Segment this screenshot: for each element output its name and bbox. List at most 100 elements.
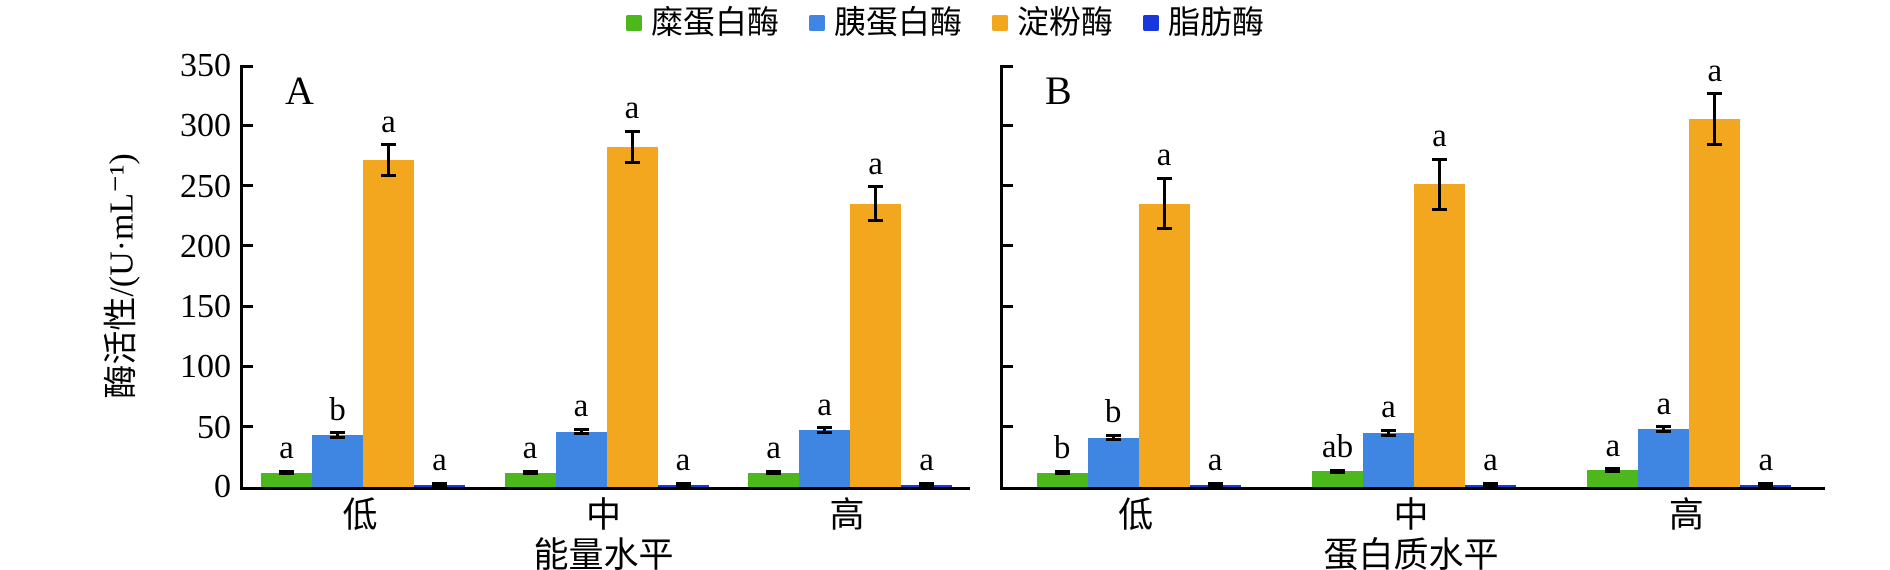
error-bar-cap	[1330, 471, 1345, 475]
sig-letter: a	[817, 386, 832, 423]
error-bar-cap	[624, 129, 640, 133]
error-bar-cap	[431, 481, 447, 485]
category-label-高: 高	[1668, 496, 1704, 535]
error-bar-cap	[1432, 208, 1447, 212]
error-bar-cap	[278, 472, 294, 476]
error-bar-cap	[1605, 469, 1621, 473]
error-bar-cap	[817, 426, 833, 430]
bar-淀粉酶-中	[606, 147, 658, 487]
sig-letter: a	[1156, 137, 1172, 174]
sig-letter: b	[1053, 430, 1071, 467]
error-bar-cap	[1656, 430, 1672, 434]
error-bar-cap	[868, 185, 884, 189]
y-tick	[243, 65, 253, 68]
y-axis-title: 酶活性/(U·mL⁻¹)	[103, 153, 141, 399]
bar-胰蛋白酶-低	[1087, 437, 1139, 487]
error-bar	[386, 144, 390, 176]
y-tick	[243, 364, 253, 368]
legend-swatch-icon	[625, 14, 642, 31]
error-bar	[1662, 426, 1666, 432]
error-bar-cap	[573, 427, 589, 431]
plot-area-A: A 50 100 150 200 250 300 350 0 a b a a a a a a a a a a	[180, 49, 970, 504]
y-tick	[1003, 304, 1013, 308]
legend-label: 糜蛋白酶	[650, 4, 779, 40]
bar-淀粉酶-低	[362, 160, 414, 487]
y-tick	[1003, 123, 1013, 127]
error-bar	[335, 432, 339, 438]
chart-legend: 糜蛋白酶 胰蛋白酶 淀粉酶 脂肪酶	[0, 4, 1890, 40]
error-bar-cap	[624, 161, 640, 165]
sig-letter: a	[1707, 52, 1723, 89]
sig-letter: a	[868, 145, 883, 182]
error-bar-cap	[817, 431, 833, 435]
error-bar	[874, 186, 878, 221]
bar-胰蛋白酶-低	[311, 435, 363, 487]
category-label-低: 低	[1118, 496, 1154, 535]
error-bar-cap	[1758, 481, 1774, 485]
legend-swatch-icon	[1143, 14, 1160, 31]
sig-letter: b	[329, 391, 346, 428]
error-bar-cap	[1054, 469, 1070, 473]
sig-letter: a	[919, 442, 934, 479]
error-bar-cap	[919, 481, 935, 485]
legend-label: 胰蛋白酶	[833, 4, 962, 40]
sig-letter: a	[766, 430, 781, 467]
sig-letter: a	[1758, 442, 1774, 479]
sig-letter: a	[381, 103, 396, 140]
bar-胰蛋白酶-高	[1638, 429, 1690, 487]
error-bar-cap	[573, 432, 589, 436]
error-bar-cap	[1330, 468, 1345, 472]
sig-letter: a	[522, 430, 538, 467]
error-bar-cap	[522, 472, 538, 476]
sig-letter: ab	[1321, 429, 1354, 466]
bar-胰蛋白酶-中	[1363, 432, 1414, 487]
sig-letter: a	[1483, 442, 1498, 479]
bar-淀粉酶-低	[1138, 203, 1190, 487]
error-bar	[1438, 159, 1441, 210]
error-bar-cap	[675, 484, 691, 488]
panel-B: B b b a a ab a a a a a a a 蛋白质水平 低中高	[1000, 54, 1825, 570]
error-bar	[1111, 435, 1115, 440]
y-tick	[243, 425, 253, 429]
y-tick	[1003, 244, 1013, 248]
legend-item: 胰蛋白酶	[808, 4, 962, 40]
error-bar-cap	[1707, 92, 1723, 96]
y-tick	[243, 304, 253, 308]
legend-label: 淀粉酶	[1017, 4, 1114, 40]
y-tick	[243, 244, 253, 248]
error-bar-cap	[380, 143, 396, 147]
sig-letter: a	[573, 388, 589, 425]
error-bar	[579, 429, 583, 434]
bar-group-中: ab a a a	[1312, 65, 1516, 488]
bar-糜蛋白酶-低	[1036, 472, 1088, 487]
error-bar-cap	[1381, 428, 1396, 432]
bar-淀粉酶-中	[1414, 184, 1465, 487]
sig-letter: a	[1381, 389, 1396, 426]
category-label-低: 低	[342, 496, 378, 535]
category-label-中: 中	[585, 496, 621, 535]
error-bar-cap	[1054, 472, 1070, 476]
sig-letter: a	[1605, 427, 1621, 464]
legend-item: 脂肪酶	[1143, 4, 1264, 40]
sig-letter: a	[1432, 118, 1447, 155]
panel-A: A 50 100 150 200 250 300 350 0 a b a a a a a a a a a a 能量水平…	[180, 49, 970, 570]
bar-糜蛋白酶-高	[1587, 470, 1639, 487]
y-tick	[1003, 425, 1013, 429]
sig-letter: a	[279, 430, 294, 467]
y-tick	[243, 123, 253, 127]
error-bar-cap	[1105, 438, 1121, 442]
y-tick-label: 200	[180, 227, 231, 265]
error-bar-cap	[675, 481, 691, 485]
error-bar-cap	[329, 431, 345, 435]
error-bar	[630, 131, 634, 163]
category-label-中: 中	[1393, 496, 1429, 535]
error-bar-cap	[766, 472, 782, 476]
sig-letter: a	[675, 442, 691, 479]
y-tick	[1003, 364, 1013, 368]
error-bar-cap	[1156, 176, 1172, 180]
error-bar-cap	[1605, 467, 1621, 471]
legend-item: 糜蛋白酶	[625, 4, 779, 40]
